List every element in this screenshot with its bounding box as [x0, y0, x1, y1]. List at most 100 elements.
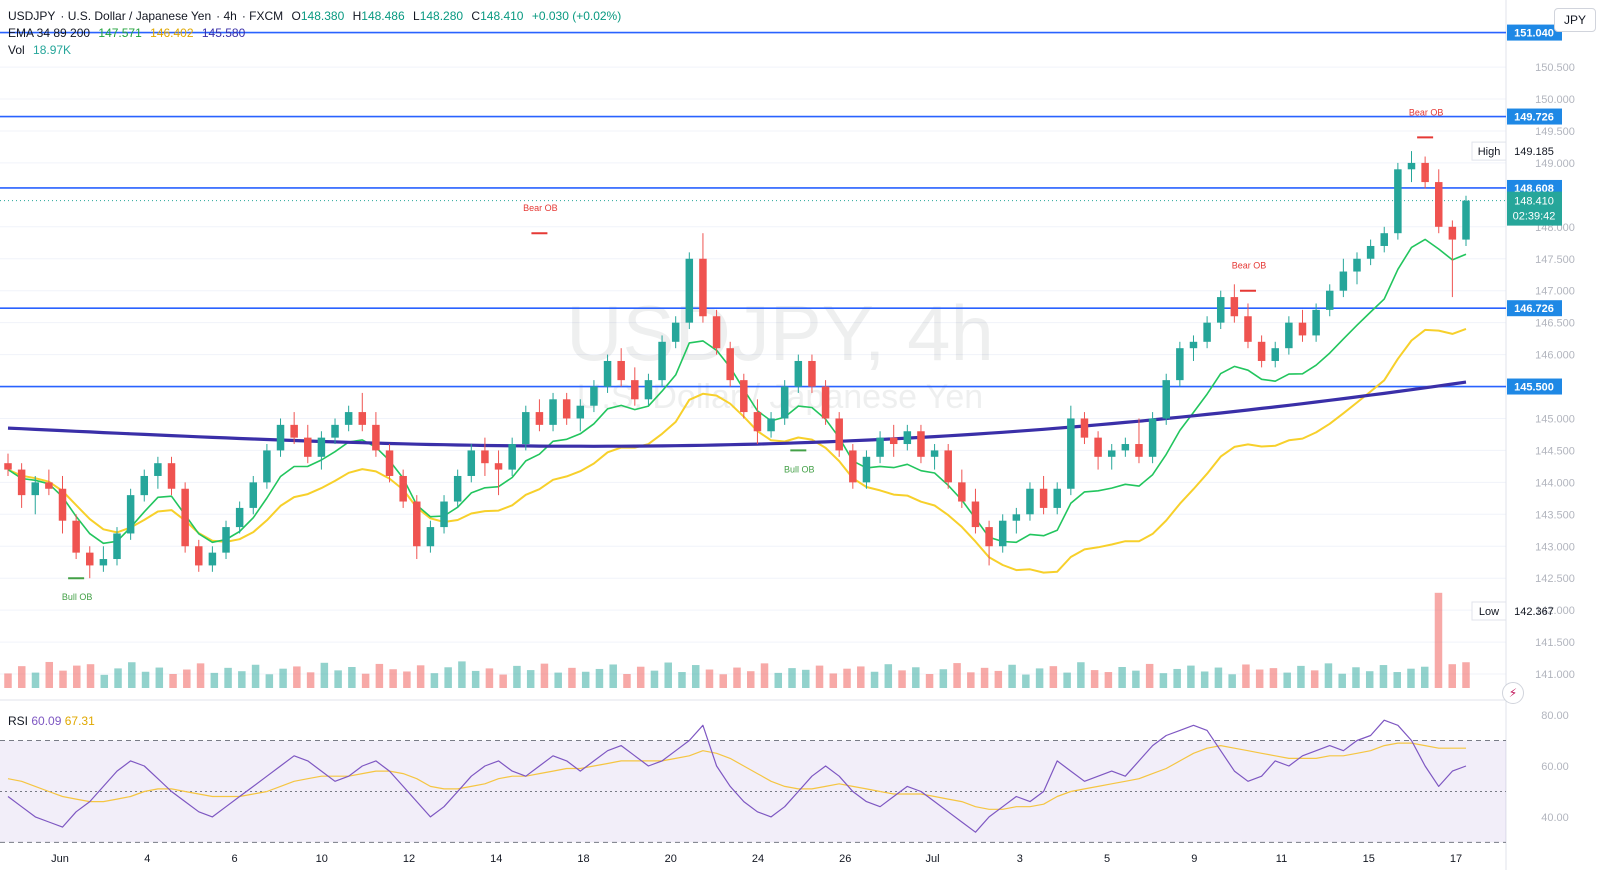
symbol-legend: USDJPY · U.S. Dollar / Japanese Yen · 4h · … [8, 9, 622, 23]
volume-legend[interactable]: Vol 18.97K [8, 43, 76, 57]
candle-body [685, 258, 694, 323]
volume-bar [1352, 667, 1360, 688]
volume-bar [471, 670, 480, 688]
rsi-legend[interactable]: RSI 60.09 67.31 [8, 714, 95, 728]
candle-body [590, 386, 598, 406]
volume-bar [1022, 674, 1030, 688]
horizontal-levels[interactable] [0, 31, 1506, 388]
candle-body [1012, 514, 1021, 521]
candle-body [780, 386, 789, 419]
volume-bar [1379, 665, 1388, 688]
volume-bar [416, 665, 425, 688]
candle-body [1325, 290, 1334, 310]
candle-body [426, 527, 435, 547]
candle-body [235, 507, 244, 528]
volume-bar [320, 662, 329, 688]
candle-body [113, 533, 121, 560]
volume-bar [664, 662, 672, 688]
candle-body [167, 463, 176, 489]
volume-bar [251, 664, 260, 688]
rsi-tick-label: 80.00 [1541, 710, 1569, 722]
rsi-tick-label: 60.00 [1541, 761, 1569, 773]
chart-grid [0, 0, 1507, 870]
candle-body [849, 450, 857, 483]
volume-bar [1132, 670, 1140, 688]
candle-body [1094, 437, 1102, 457]
ema34-line [7, 238, 1467, 545]
candle-body [1407, 162, 1416, 170]
price-tick-label: 142.000 [1535, 605, 1575, 617]
price-tick-label: 150.000 [1535, 94, 1575, 106]
volume-bar [829, 673, 838, 688]
volume-bar [1008, 664, 1016, 688]
high-tag-label: High [1478, 146, 1501, 158]
volume-bar [155, 667, 164, 688]
candle-body [385, 450, 394, 476]
candle-body [644, 380, 653, 400]
candle-body [1380, 233, 1388, 246]
volume-bar [1077, 662, 1085, 688]
volume-bar [1324, 663, 1333, 688]
candle-body [331, 424, 339, 438]
candle-body [372, 424, 380, 451]
volume-bar [526, 670, 535, 688]
candle-body [1026, 488, 1034, 515]
candle-body [1203, 322, 1211, 342]
volume-bar [967, 672, 975, 688]
volume-bar [1118, 667, 1126, 688]
legend-description: U.S. Dollar / Japanese Yen [67, 9, 212, 23]
candle-body [17, 469, 26, 496]
price-axis[interactable]: 150.500150.000149.500149.000148.000147.5… [1471, 24, 1575, 681]
legend-symbol[interactable]: USDJPY [8, 9, 56, 23]
volume-bar [774, 672, 783, 688]
volume-bar [747, 671, 755, 688]
volume-bar [279, 668, 287, 688]
ob-label: Bull OB [62, 592, 93, 602]
price-tick-label: 146.000 [1535, 350, 1575, 362]
candle-body [1271, 348, 1279, 361]
candle-body [549, 399, 557, 425]
candle-body [1067, 418, 1075, 489]
time-axis[interactable]: Jun 4 6 10 12 14 18 20 24 26 Jul 3 5 9 11 15 17 [51, 853, 1462, 865]
candle-body [45, 482, 53, 489]
candle-body [985, 527, 993, 547]
lightning-icon[interactable]: ⚡ [1502, 682, 1524, 704]
candle-body [1053, 488, 1061, 508]
volume-bar [128, 662, 136, 688]
ema-legend[interactable]: EMA 34 89 200 147.571 146.402 145.580 [8, 26, 250, 40]
candle-body [821, 386, 830, 419]
legend-interval: 4h [223, 9, 237, 23]
candle-body [195, 546, 203, 566]
currency-button[interactable]: JPY [1554, 8, 1596, 32]
candle-body [1216, 297, 1225, 323]
candle-body [181, 488, 189, 547]
candle-body [930, 450, 939, 457]
ema-lines [7, 238, 1467, 574]
volume-bar [513, 665, 521, 688]
volume-bar [31, 672, 40, 688]
candle-body [344, 412, 353, 425]
rsi-value: 60.09 [31, 714, 62, 728]
candle-body [222, 527, 230, 553]
volume-bar [568, 667, 576, 688]
low-tag-value: 142.367 [1514, 606, 1554, 618]
candle-body [440, 501, 448, 528]
candle-body [726, 348, 734, 381]
volume-bar [636, 666, 645, 688]
order-block-annotations: Bull OB Bear OB Bull OB Bear OB Bear OB [62, 107, 1444, 602]
level-tag [1507, 24, 1562, 41]
volume-bar [1269, 668, 1278, 688]
price-tick-label: 149.500 [1535, 126, 1575, 138]
candle-body [699, 258, 707, 317]
candle-body [290, 424, 298, 438]
candle-body [263, 450, 271, 483]
high-tag-box [1471, 141, 1507, 161]
price-tick-label: 147.500 [1535, 254, 1575, 266]
last-price-label: 148.410 [1514, 196, 1554, 208]
candle-body [767, 418, 775, 432]
candle-body [1039, 488, 1048, 508]
watermark-symbol: USDJPY, 4h [566, 289, 994, 377]
volume-bar [73, 665, 81, 688]
time-tick-label: 15 [1363, 853, 1375, 865]
